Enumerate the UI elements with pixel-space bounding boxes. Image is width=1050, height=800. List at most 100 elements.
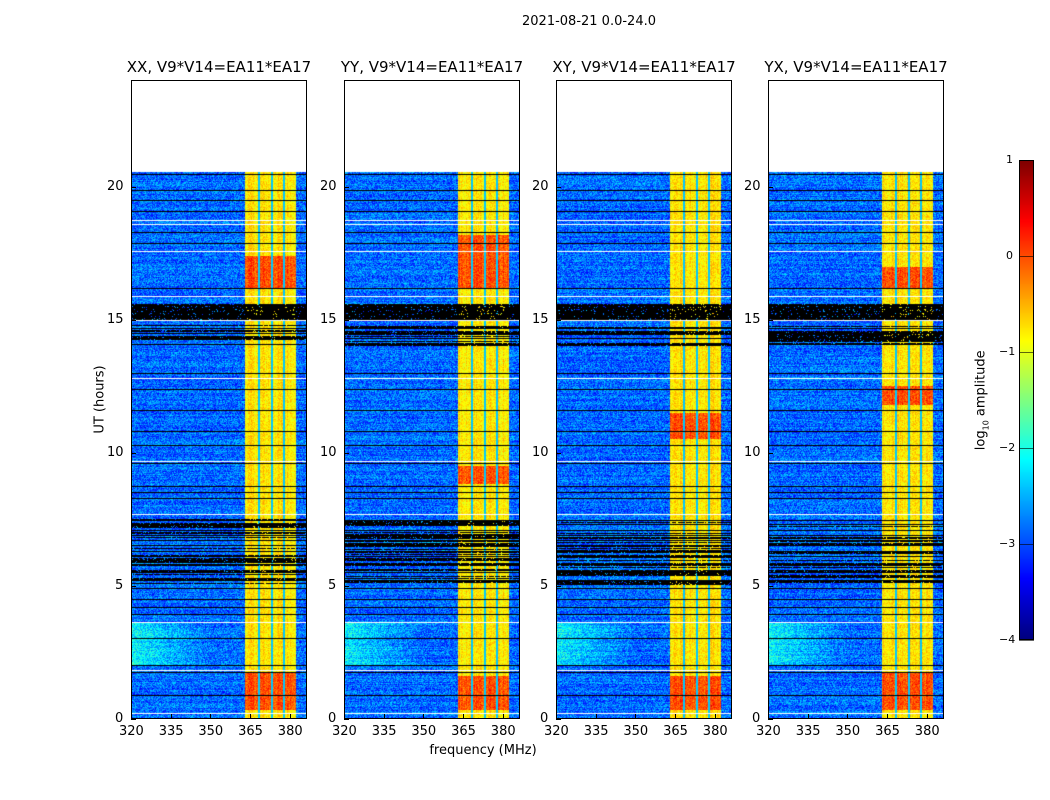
- spectrogram-heatmap: [557, 81, 731, 718]
- x-tick-mark: [289, 714, 291, 719]
- colorbar-label-sub: 10: [981, 420, 991, 431]
- y-tick-mark: [556, 319, 561, 321]
- x-tick-label: 380: [490, 724, 516, 739]
- figure-title: 2021-08-21 0.0-24.0: [522, 14, 656, 29]
- x-tick-label: 365: [663, 724, 688, 739]
- spectrogram-heatmap: [769, 81, 943, 718]
- spectrogram-panel: [556, 80, 732, 719]
- x-tick-mark: [131, 714, 132, 719]
- y-tick-label: 5: [328, 577, 337, 593]
- x-tick-label: 335: [158, 724, 184, 739]
- x-tick-mark: [926, 714, 928, 719]
- x-tick-mark: [423, 714, 425, 719]
- x-tick-mark: [210, 714, 212, 719]
- colorbar-label: log10 amplitude: [974, 340, 991, 460]
- x-tick-label: 380: [277, 724, 303, 739]
- x-tick-mark: [170, 714, 172, 719]
- colorbar-tick-mark: [1019, 544, 1034, 545]
- y-tick-label: 0: [752, 711, 761, 726]
- spectrogram-heatmap: [132, 81, 306, 718]
- y-tick-label: 0: [540, 711, 549, 726]
- y-tick-label: 5: [115, 577, 124, 593]
- y-tick-mark: [131, 452, 136, 454]
- colorbar-tick-label: −2: [999, 441, 1016, 454]
- y-tick-label: 5: [752, 577, 761, 593]
- y-tick-mark: [344, 719, 349, 720]
- colorbar-tick-label: −3: [999, 537, 1016, 550]
- x-tick-label: 320: [119, 724, 144, 739]
- colorbar-tick-label: −4: [999, 633, 1016, 646]
- colorbar-tick-label: 1: [1006, 153, 1013, 166]
- spectrogram-panel: [768, 80, 944, 719]
- x-tick-mark: [887, 714, 889, 719]
- x-tick-mark: [556, 714, 557, 719]
- x-tick-label: 350: [835, 724, 861, 739]
- y-tick-mark: [556, 719, 561, 720]
- x-tick-mark: [344, 714, 345, 719]
- y-tick-label: 15: [532, 311, 549, 327]
- y-tick-label: 20: [744, 178, 761, 194]
- colorbar-tick-mark: [1019, 640, 1034, 641]
- x-tick-mark: [383, 714, 385, 719]
- panel-title: XY, V9*V14=EA11*EA17: [552, 58, 736, 76]
- y-tick-mark: [344, 452, 349, 454]
- y-tick-mark: [131, 319, 136, 321]
- colorbar: [1019, 160, 1034, 640]
- x-tick-mark: [768, 714, 769, 719]
- y-tick-label: 0: [328, 711, 337, 726]
- y-axis-label: UT (hours): [92, 365, 108, 434]
- x-tick-mark: [463, 714, 465, 719]
- y-tick-label: 15: [320, 311, 337, 327]
- y-tick-label: 20: [320, 178, 337, 194]
- colorbar-gradient: [1020, 161, 1033, 639]
- y-tick-mark: [344, 319, 349, 321]
- x-tick-label: 320: [332, 724, 357, 739]
- y-tick-mark: [131, 186, 136, 188]
- y-tick-label: 20: [532, 178, 549, 194]
- colorbar-tick-label: −1: [999, 345, 1016, 358]
- y-tick-label: 10: [107, 444, 124, 460]
- y-tick-mark: [344, 585, 349, 587]
- x-tick-mark: [250, 714, 252, 719]
- y-tick-mark: [768, 719, 773, 720]
- x-tick-mark: [675, 714, 677, 719]
- y-tick-mark: [768, 452, 773, 454]
- x-axis-label: frequency (MHz): [429, 743, 537, 758]
- colorbar-label-rest: amplitude: [973, 350, 989, 421]
- x-tick-label: 320: [756, 724, 781, 739]
- x-tick-label: 365: [238, 724, 263, 739]
- panel-title: YY, V9*V14=EA11*EA17: [340, 58, 524, 76]
- y-tick-mark: [768, 319, 773, 321]
- y-tick-label: 0: [115, 711, 124, 726]
- x-tick-label: 335: [371, 724, 397, 739]
- x-tick-mark: [635, 714, 637, 719]
- y-tick-label: 5: [540, 577, 549, 593]
- x-tick-mark: [502, 714, 504, 719]
- spectrogram-panel: [131, 80, 307, 719]
- y-tick-mark: [768, 585, 773, 587]
- x-tick-mark: [847, 714, 849, 719]
- x-tick-label: 365: [451, 724, 476, 739]
- x-tick-mark: [807, 714, 809, 719]
- y-tick-label: 20: [107, 178, 124, 194]
- y-tick-mark: [344, 186, 349, 188]
- colorbar-tick-mark: [1019, 256, 1034, 257]
- colorbar-tick-label: 0: [1006, 249, 1013, 262]
- y-tick-label: 15: [107, 311, 124, 327]
- y-tick-label: 15: [744, 311, 761, 327]
- y-tick-mark: [556, 452, 561, 454]
- colorbar-label-log: log: [973, 430, 989, 451]
- y-tick-label: 10: [320, 444, 337, 460]
- x-tick-label: 335: [583, 724, 609, 739]
- x-tick-label: 365: [875, 724, 900, 739]
- x-tick-label: 380: [914, 724, 940, 739]
- x-tick-mark: [714, 714, 716, 719]
- y-tick-label: 10: [532, 444, 549, 460]
- x-tick-label: 350: [198, 724, 224, 739]
- y-tick-mark: [768, 186, 773, 188]
- panel-title: XX, V9*V14=EA11*EA17: [126, 58, 312, 76]
- x-tick-label: 335: [795, 724, 821, 739]
- y-tick-mark: [556, 585, 561, 587]
- spectrogram-heatmap: [345, 81, 519, 718]
